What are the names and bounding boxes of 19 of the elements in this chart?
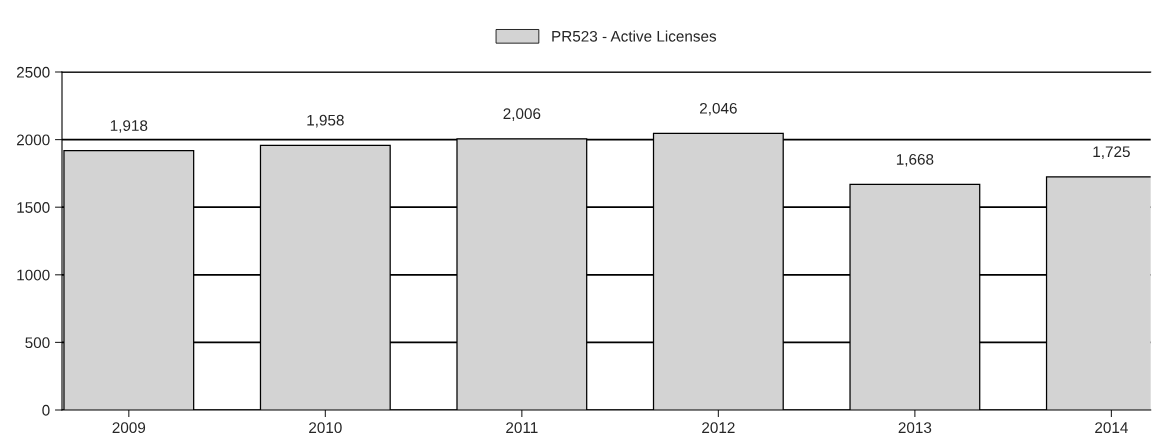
data-label: 1,725 — [1093, 146, 1130, 159]
data-label: 1,918 — [110, 120, 148, 133]
y-tick-label: 2000 — [16, 134, 50, 146]
legend-label: PR523 - Active Licenses — [552, 30, 717, 42]
x-tick-label: 2014 — [1095, 422, 1128, 434]
data-label: 2,046 — [700, 102, 737, 116]
x-tick-label: 2011 — [506, 422, 538, 434]
x-tick-label: 2010 — [309, 422, 342, 434]
data-label: 1,668 — [896, 153, 934, 167]
y-tick-label: 0 — [42, 404, 50, 416]
data-label: 1,958 — [307, 114, 344, 128]
x-tick-label: 2009 — [112, 422, 146, 434]
x-tick-label: 2012 — [702, 422, 735, 434]
y-tick-label: 2500 — [16, 66, 50, 78]
y-tick-label: 1000 — [17, 269, 50, 281]
data-label: 2,006 — [503, 108, 541, 121]
y-tick-label: 500 — [25, 337, 50, 349]
x-tick-label: 2013 — [898, 422, 932, 434]
y-tick-label: 1500 — [17, 202, 50, 213]
